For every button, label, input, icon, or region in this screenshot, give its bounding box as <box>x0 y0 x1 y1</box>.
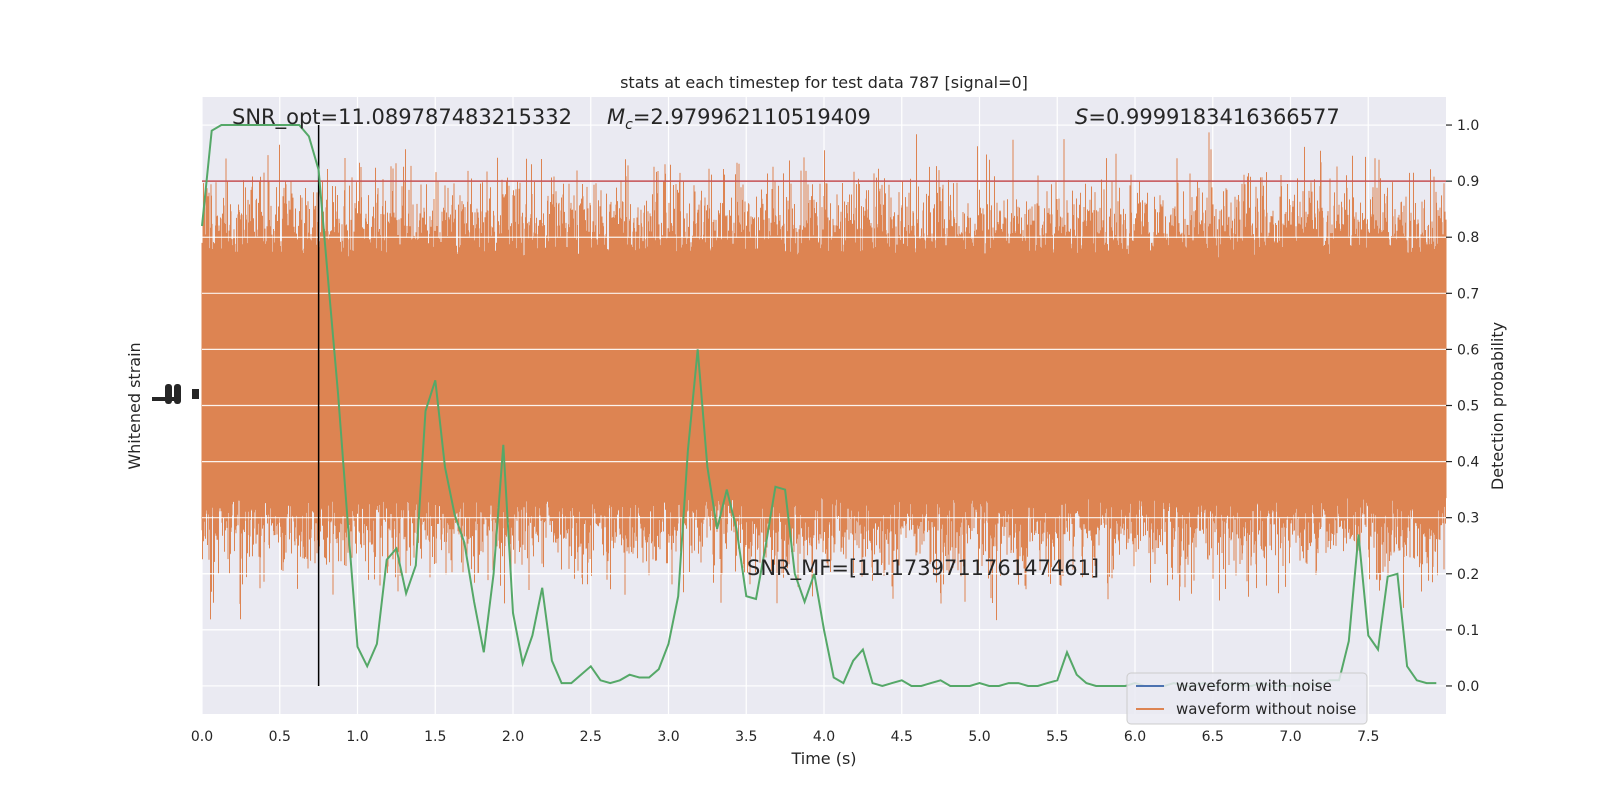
s-value: =0.9999183416366577 <box>1088 105 1339 129</box>
strain-series <box>201 124 1447 687</box>
y-tick-label: 0.7 <box>1457 286 1479 302</box>
x-tick-label: 1.5 <box>424 729 446 745</box>
y-tick-label: 0.9 <box>1457 174 1479 190</box>
x-tick-label: 4.0 <box>813 729 835 745</box>
chirp-mass-annotation: Mc=2.979962110519409 <box>607 105 871 133</box>
x-tick-label: 1.0 <box>346 729 368 745</box>
left-tick-clutter-mark <box>165 384 172 404</box>
x-tick-label: 6.5 <box>1202 729 1224 745</box>
y-tick-label: 0.4 <box>1457 455 1479 471</box>
x-axis-ticks: 0.0 0.5 1.0 1.5 2.0 2.5 3.0 3.5 4.0 4.5 5.0 5.5 6.0 6… <box>191 729 1380 745</box>
x-tick-label: 2.5 <box>580 729 602 745</box>
x-tick-label: 0.5 <box>269 729 291 745</box>
x-tick-label: 5.5 <box>1046 729 1068 745</box>
x-tick-label: 6.0 <box>1124 729 1146 745</box>
chirp-mass-subscript: c <box>625 117 633 133</box>
y-axis-right-label: Detection probability <box>1488 322 1507 490</box>
x-tick-label: 7.5 <box>1357 729 1379 745</box>
y-tick-label: 0.8 <box>1457 230 1479 246</box>
left-tick-clutter-mark <box>152 397 174 401</box>
snr-mf-annotation: SNR_MF=[11.173971176147461] <box>747 556 1099 581</box>
y-axis-left-label: Whitened strain <box>125 342 144 469</box>
left-tick-clutter-mark <box>174 384 181 404</box>
left-axis-tick-clutter <box>152 384 199 404</box>
s-annotation: S=0.9999183416366577 <box>1075 105 1340 129</box>
x-tick-label: 4.5 <box>891 729 913 745</box>
x-tick-label: 3.0 <box>657 729 679 745</box>
chirp-mass-value: =2.979962110519409 <box>633 105 871 129</box>
legend: waveform with noise waveform without noi… <box>1126 672 1368 725</box>
chirp-mass-symbol: M <box>607 105 625 129</box>
legend-label-with-noise: waveform with noise <box>1176 677 1332 695</box>
x-tick-label: 7.0 <box>1279 729 1301 745</box>
legend-box <box>1126 672 1368 725</box>
legend-label-without-noise: waveform without noise <box>1176 700 1356 718</box>
y-tick-label: 0.0 <box>1457 679 1479 695</box>
strain-band <box>202 293 1446 462</box>
y-tick-label: 0.2 <box>1457 567 1479 583</box>
y-axis-right-ticks: 0.0 0.1 0.2 0.3 0.4 0.5 0.6 0.7 0.8 0.9 1.0 <box>1446 118 1479 695</box>
chart-title: stats at each timestep for test data 787… <box>620 73 1028 92</box>
y-tick-label: 0.5 <box>1457 399 1479 415</box>
snr-opt-annotation: SNR_opt=11.089787483215332 <box>232 105 572 130</box>
y-tick-label: 0.3 <box>1457 511 1479 527</box>
s-symbol: S <box>1075 105 1088 129</box>
x-tick-label: 5.0 <box>968 729 990 745</box>
x-tick-label: 3.5 <box>735 729 757 745</box>
y-tick-label: 0.6 <box>1457 342 1479 358</box>
y-tick-label: 0.1 <box>1457 623 1479 639</box>
x-tick-label: 0.0 <box>191 729 213 745</box>
left-tick-clutter-mark <box>192 389 199 399</box>
x-axis-label: Time (s) <box>790 749 856 768</box>
y-tick-label: 1.0 <box>1457 118 1479 134</box>
x-tick-label: 2.0 <box>502 729 524 745</box>
